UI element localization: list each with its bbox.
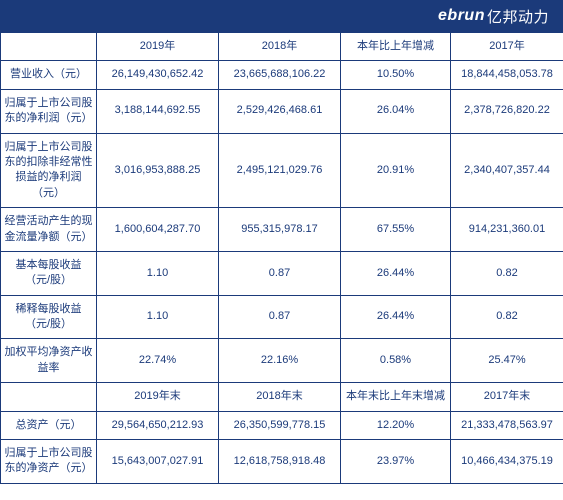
cell: 2017年末: [451, 383, 563, 411]
row-header: 稀释每股收益（元/股）: [1, 295, 97, 339]
row-header: 经营活动产生的现金流量净额（元）: [1, 208, 97, 252]
cell: 26.04%: [341, 89, 451, 133]
brand-logo-en: ebrun: [438, 7, 485, 25]
cell: 22.16%: [219, 339, 341, 383]
cell: 0.82: [451, 295, 563, 339]
cell: 2018年: [219, 33, 341, 61]
cell: 26,149,430,652.42: [97, 61, 219, 89]
table-row: 2019年末2018年末本年末比上年末增减2017年末: [1, 383, 563, 411]
cell: 26.44%: [341, 251, 451, 295]
cell: 1.10: [97, 251, 219, 295]
table-row: 归属于上市公司股东的净利润（元）3,188,144,692.552,529,42…: [1, 89, 563, 133]
cell: 3,016,953,888.25: [97, 133, 219, 208]
cell: 2017年: [451, 33, 563, 61]
cell: 本年末比上年末增减: [341, 383, 451, 411]
cell: 21,333,478,563.97: [451, 411, 563, 439]
cell: 2,495,121,029.76: [219, 133, 341, 208]
table-row: 经营活动产生的现金流量净额（元）1,600,604,287.70955,315,…: [1, 208, 563, 252]
row-header: 总资产（元）: [1, 411, 97, 439]
cell: 67.55%: [341, 208, 451, 252]
cell: 955,315,978.17: [219, 208, 341, 252]
cell: 2,340,407,357.44: [451, 133, 563, 208]
cell: 0.87: [219, 295, 341, 339]
row-header: 加权平均净资产收益率: [1, 339, 97, 383]
row-header: 归属于上市公司股东的净资产（元）: [1, 440, 97, 484]
cell: 15,643,007,027.91: [97, 440, 219, 484]
cell: 914,231,360.01: [451, 208, 563, 252]
row-header: [1, 383, 97, 411]
row-header: 归属于上市公司股东的净利润（元）: [1, 89, 97, 133]
table-row: 2019年2018年本年比上年增减2017年: [1, 33, 563, 61]
cell: 20.91%: [341, 133, 451, 208]
cell: 3,188,144,692.55: [97, 89, 219, 133]
cell: 0.58%: [341, 339, 451, 383]
cell: 12.20%: [341, 411, 451, 439]
cell: 26.44%: [341, 295, 451, 339]
table-row: 基本每股收益（元/股）1.100.8726.44%0.82: [1, 251, 563, 295]
cell: 2018年末: [219, 383, 341, 411]
row-header: 营业收入（元）: [1, 61, 97, 89]
financial-table: 2019年2018年本年比上年增减2017年营业收入（元）26,149,430,…: [0, 32, 563, 484]
cell: 10,466,434,375.19: [451, 440, 563, 484]
row-header: [1, 33, 97, 61]
cell: 10.50%: [341, 61, 451, 89]
brand-logo-cn: 亿邦动力: [487, 6, 549, 27]
cell: 26,350,599,778.15: [219, 411, 341, 439]
cell: 22.74%: [97, 339, 219, 383]
cell: 18,844,458,053.78: [451, 61, 563, 89]
container: ebrun 亿邦动力 2019年2018年本年比上年增减2017年营业收入（元）…: [0, 0, 563, 484]
cell: 29,564,650,212.93: [97, 411, 219, 439]
cell: 0.82: [451, 251, 563, 295]
cell: 12,618,758,918.48: [219, 440, 341, 484]
table-row: 总资产（元）29,564,650,212.9326,350,599,778.15…: [1, 411, 563, 439]
cell: 2019年: [97, 33, 219, 61]
row-header: 归属于上市公司股东的扣除非经常性损益的净利润（元）: [1, 133, 97, 208]
cell: 2,378,726,820.22: [451, 89, 563, 133]
cell: 23,665,688,106.22: [219, 61, 341, 89]
table-row: 加权平均净资产收益率22.74%22.16%0.58%25.47%: [1, 339, 563, 383]
cell: 2019年末: [97, 383, 219, 411]
brand-bar: ebrun 亿邦动力: [0, 0, 563, 32]
cell: 1.10: [97, 295, 219, 339]
cell: 0.87: [219, 251, 341, 295]
cell: 1,600,604,287.70: [97, 208, 219, 252]
cell: 2,529,426,468.61: [219, 89, 341, 133]
table-row: 营业收入（元）26,149,430,652.4223,665,688,106.2…: [1, 61, 563, 89]
table-row: 归属于上市公司股东的扣除非经常性损益的净利润（元）3,016,953,888.2…: [1, 133, 563, 208]
cell: 23.97%: [341, 440, 451, 484]
table-row: 稀释每股收益（元/股）1.100.8726.44%0.82: [1, 295, 563, 339]
cell: 本年比上年增减: [341, 33, 451, 61]
cell: 25.47%: [451, 339, 563, 383]
table-body: 2019年2018年本年比上年增减2017年营业收入（元）26,149,430,…: [1, 33, 563, 484]
row-header: 基本每股收益（元/股）: [1, 251, 97, 295]
table-row: 归属于上市公司股东的净资产（元）15,643,007,027.9112,618,…: [1, 440, 563, 484]
